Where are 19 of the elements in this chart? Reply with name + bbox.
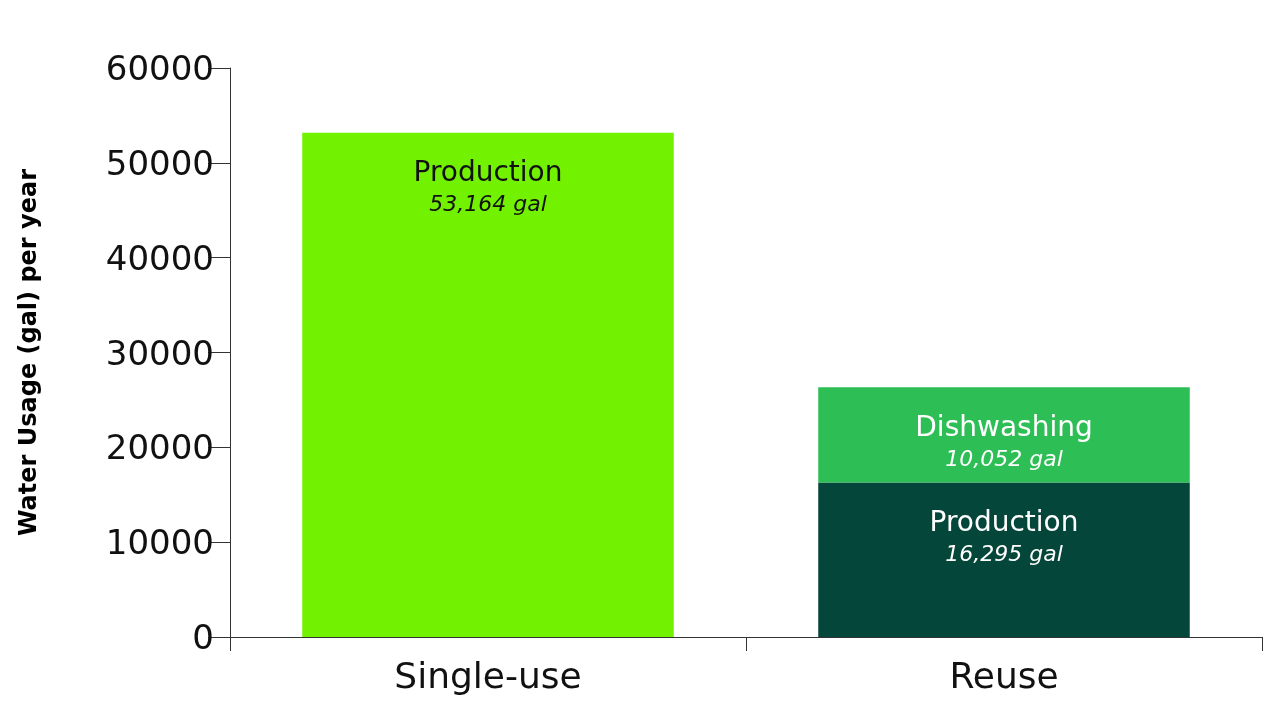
y-tick-label: 50000 xyxy=(105,142,214,183)
x-tick-label: Single-use xyxy=(394,654,582,696)
data-label: 16,295 gal xyxy=(945,540,1063,566)
data-label: 10,052 gal xyxy=(945,445,1063,471)
series-label: Production xyxy=(413,155,563,189)
y-axis-title: Water Usage (gal) per year xyxy=(14,168,42,537)
text: Production xyxy=(929,504,1079,538)
y-tick-label: 30000 xyxy=(105,332,214,373)
bar xyxy=(818,387,1190,483)
y-tick-label: 0 xyxy=(192,617,214,657)
x-tick-label: Reuse xyxy=(949,654,1059,696)
y-tick-label: 20000 xyxy=(105,427,214,468)
y-tick-label: 60000 xyxy=(105,48,214,88)
bar xyxy=(818,482,1190,637)
series-label: Dishwashing xyxy=(915,409,1093,443)
bar xyxy=(302,132,674,637)
data-label: 53,164 gal xyxy=(429,191,547,217)
y-tick-label: 10000 xyxy=(105,522,214,563)
y-tick-label: 40000 xyxy=(105,237,214,278)
